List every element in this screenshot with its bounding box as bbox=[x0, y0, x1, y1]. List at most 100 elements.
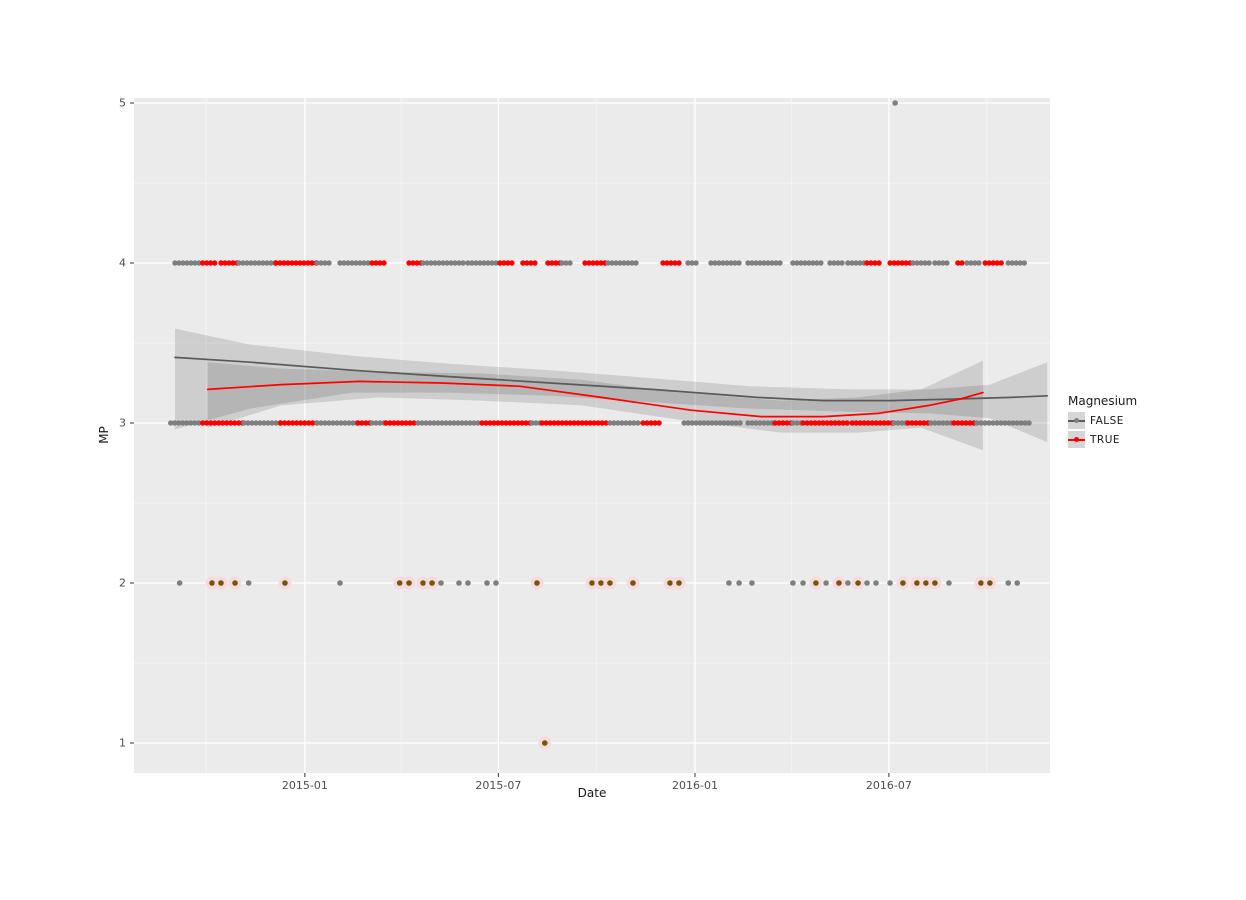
point-run-true bbox=[355, 420, 373, 426]
data-point bbox=[253, 420, 259, 426]
data-point bbox=[978, 420, 984, 426]
data-point-overlap bbox=[676, 580, 682, 586]
data-point-overlap bbox=[667, 580, 673, 586]
legend-entry-true: TRUE bbox=[1068, 431, 1137, 448]
data-point bbox=[940, 260, 946, 266]
data-point bbox=[489, 260, 495, 266]
data-point bbox=[831, 260, 837, 266]
data-point bbox=[806, 260, 812, 266]
data-point bbox=[928, 420, 934, 426]
data-point bbox=[623, 420, 629, 426]
data-point bbox=[944, 260, 950, 266]
data-point bbox=[222, 260, 228, 266]
data-point bbox=[864, 580, 870, 586]
data-point bbox=[676, 260, 682, 266]
data-point bbox=[176, 420, 182, 426]
data-point bbox=[475, 420, 481, 426]
data-point bbox=[245, 420, 251, 426]
data-point bbox=[419, 420, 425, 426]
data-point bbox=[998, 260, 1004, 266]
data-point bbox=[716, 260, 722, 266]
data-point bbox=[845, 580, 851, 586]
data-point bbox=[192, 420, 198, 426]
data-point bbox=[804, 420, 810, 426]
data-point bbox=[872, 260, 878, 266]
data-point bbox=[891, 260, 897, 266]
data-point bbox=[431, 420, 437, 426]
data-point bbox=[459, 420, 465, 426]
data-point bbox=[218, 260, 224, 266]
data-point bbox=[733, 420, 739, 426]
data-point bbox=[545, 260, 551, 266]
data-point bbox=[330, 420, 336, 426]
data-point bbox=[579, 420, 585, 426]
data-point bbox=[436, 260, 442, 266]
data-point bbox=[895, 260, 901, 266]
data-point bbox=[469, 260, 475, 266]
point-run-true bbox=[905, 420, 931, 426]
data-point bbox=[967, 420, 973, 426]
data-point bbox=[709, 420, 715, 426]
data-point bbox=[184, 420, 190, 426]
data-point bbox=[922, 260, 928, 266]
data-point bbox=[685, 420, 691, 426]
data-point bbox=[293, 260, 299, 266]
y-tick-label: 2 bbox=[119, 577, 126, 590]
data-point bbox=[305, 260, 311, 266]
y-tick-label: 4 bbox=[119, 257, 126, 270]
data-point bbox=[192, 260, 198, 266]
data-point bbox=[982, 420, 988, 426]
data-point bbox=[905, 420, 911, 426]
data-point bbox=[318, 260, 324, 266]
data-point bbox=[693, 260, 699, 266]
data-point bbox=[701, 420, 707, 426]
data-point bbox=[745, 260, 751, 266]
point-run-true bbox=[660, 260, 682, 266]
data-point bbox=[273, 260, 279, 266]
data-point bbox=[877, 420, 883, 426]
data-point bbox=[899, 420, 905, 426]
data-point bbox=[672, 260, 678, 266]
data-point bbox=[583, 420, 589, 426]
data-point bbox=[936, 420, 942, 426]
data-point bbox=[359, 420, 365, 426]
data-point bbox=[940, 420, 946, 426]
data-point bbox=[773, 260, 779, 266]
data-point bbox=[745, 420, 751, 426]
data-point bbox=[487, 420, 493, 426]
data-point bbox=[784, 420, 790, 426]
data-point bbox=[268, 260, 274, 266]
data-point bbox=[955, 420, 961, 426]
data-point bbox=[410, 260, 416, 266]
data-point bbox=[455, 420, 461, 426]
point-run-true bbox=[951, 420, 977, 426]
data-point bbox=[951, 420, 957, 426]
data-point bbox=[403, 420, 409, 426]
data-point bbox=[314, 260, 320, 266]
data-point bbox=[689, 260, 695, 266]
data-point-overlap bbox=[978, 580, 984, 586]
data-point bbox=[176, 260, 182, 266]
point-run-false bbox=[745, 420, 775, 426]
data-point bbox=[832, 420, 838, 426]
data-point bbox=[629, 260, 635, 266]
data-point bbox=[297, 260, 303, 266]
point-run-true bbox=[800, 420, 850, 426]
data-point bbox=[697, 420, 703, 426]
data-point bbox=[444, 260, 450, 266]
data-point bbox=[724, 260, 730, 266]
data-point bbox=[713, 420, 719, 426]
y-axis-title: MP bbox=[97, 426, 111, 444]
data-point bbox=[619, 420, 625, 426]
data-point bbox=[644, 420, 650, 426]
data-point bbox=[1002, 420, 1008, 426]
data-point bbox=[827, 260, 833, 266]
data-point bbox=[712, 260, 718, 266]
data-point bbox=[497, 260, 503, 266]
data-point bbox=[963, 420, 969, 426]
data-point bbox=[465, 580, 471, 586]
data-point bbox=[808, 420, 814, 426]
data-point bbox=[913, 420, 919, 426]
point-run-false bbox=[790, 260, 824, 266]
data-point bbox=[605, 260, 611, 266]
